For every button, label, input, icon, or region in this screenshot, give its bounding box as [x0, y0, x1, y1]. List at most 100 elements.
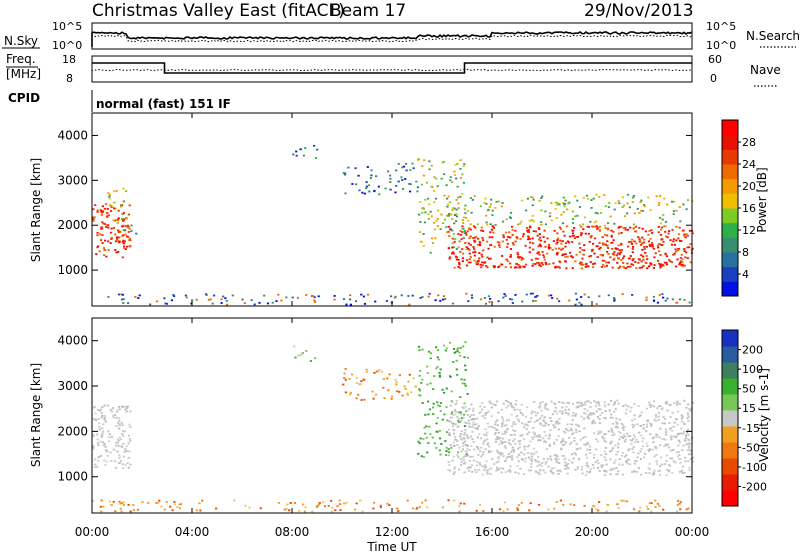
range-cell	[650, 423, 653, 426]
range-cell	[389, 177, 392, 180]
range-cell	[638, 266, 641, 269]
range-cell	[469, 197, 473, 199]
range-cell	[128, 450, 131, 453]
range-cell	[434, 237, 437, 240]
range-cell	[482, 451, 485, 454]
range-cell	[579, 234, 583, 237]
range-cell	[502, 236, 505, 239]
range-cell	[558, 226, 562, 229]
range-cell	[649, 433, 652, 436]
range-cell	[258, 302, 261, 304]
range-cell	[427, 295, 430, 298]
range-cell	[567, 402, 570, 404]
range-cell	[484, 197, 487, 200]
range-cell	[669, 416, 672, 418]
range-cell	[452, 302, 455, 305]
range-cell	[593, 252, 596, 255]
range-cell	[512, 429, 515, 432]
range-cell	[578, 301, 581, 304]
range-cell	[554, 207, 557, 210]
range-cell	[458, 446, 461, 449]
range-cell	[511, 449, 514, 452]
range-cell	[547, 244, 551, 246]
range-cell	[438, 372, 441, 374]
range-cell	[676, 258, 679, 261]
range-cell	[665, 255, 669, 258]
range-cell	[508, 469, 511, 471]
range-cell	[121, 433, 124, 435]
range-cell	[545, 403, 548, 405]
range-cell	[303, 510, 306, 513]
range-cell	[118, 456, 121, 459]
range-cell	[472, 421, 475, 424]
range-cell	[683, 299, 686, 301]
range-cell	[431, 242, 435, 244]
range-cell	[427, 213, 430, 216]
range-cell	[536, 465, 539, 468]
range-cell	[628, 463, 632, 466]
range-cell	[127, 231, 130, 233]
range-cell	[95, 253, 98, 255]
range-cell	[685, 508, 688, 511]
range-cell	[314, 157, 318, 159]
range-cell	[466, 433, 469, 436]
range-cell	[107, 224, 110, 227]
range-cell	[472, 246, 475, 248]
range-cell	[567, 412, 570, 415]
range-cell	[410, 391, 413, 394]
range-cell	[572, 234, 575, 237]
range-cell	[633, 414, 636, 417]
range-cell	[118, 427, 121, 430]
range-cell	[659, 263, 662, 266]
range-cell	[610, 413, 613, 416]
range-cell	[570, 429, 573, 432]
range-cell	[101, 432, 104, 435]
range-cell	[467, 419, 470, 422]
range-cell	[538, 434, 541, 437]
range-cell	[469, 261, 472, 264]
range-cell	[545, 263, 548, 266]
range-cell	[615, 467, 618, 469]
range-cell	[537, 503, 541, 506]
range-cell	[460, 417, 464, 419]
range-cell	[473, 423, 476, 426]
range-cell	[503, 424, 506, 427]
range-cell	[416, 190, 419, 193]
range-cell	[606, 227, 610, 230]
range-cell	[678, 470, 682, 473]
range-cell	[453, 499, 456, 502]
range-cell	[405, 169, 408, 172]
range-cell	[115, 410, 119, 413]
range-cell	[355, 377, 358, 379]
range-cell	[349, 303, 352, 306]
range-cell	[541, 462, 544, 464]
range-cell	[128, 423, 131, 426]
range-cell	[518, 256, 522, 258]
range-cell	[650, 502, 653, 504]
range-cell	[452, 361, 455, 363]
range-cell	[614, 202, 617, 205]
range-cell	[442, 295, 446, 298]
range-cell	[508, 231, 511, 234]
range-cell	[105, 450, 108, 453]
range-cell	[116, 442, 120, 444]
range-cell	[395, 383, 398, 386]
range-cell	[389, 188, 392, 191]
range-cell	[548, 263, 551, 265]
range-cell	[457, 207, 460, 209]
range-cell	[485, 460, 488, 463]
range-cell	[595, 220, 598, 223]
range-cell	[640, 260, 643, 263]
range-cell	[515, 263, 518, 265]
range-cell	[486, 471, 489, 474]
range-cell	[466, 409, 469, 412]
range-cell	[433, 221, 436, 224]
range-cell	[634, 261, 637, 263]
range-cell	[479, 411, 482, 413]
range-cell	[394, 378, 397, 381]
range-cell	[555, 409, 558, 412]
range-cell	[526, 433, 529, 435]
range-cell	[675, 451, 678, 454]
range-cell	[121, 241, 124, 244]
range-cell	[626, 262, 629, 265]
